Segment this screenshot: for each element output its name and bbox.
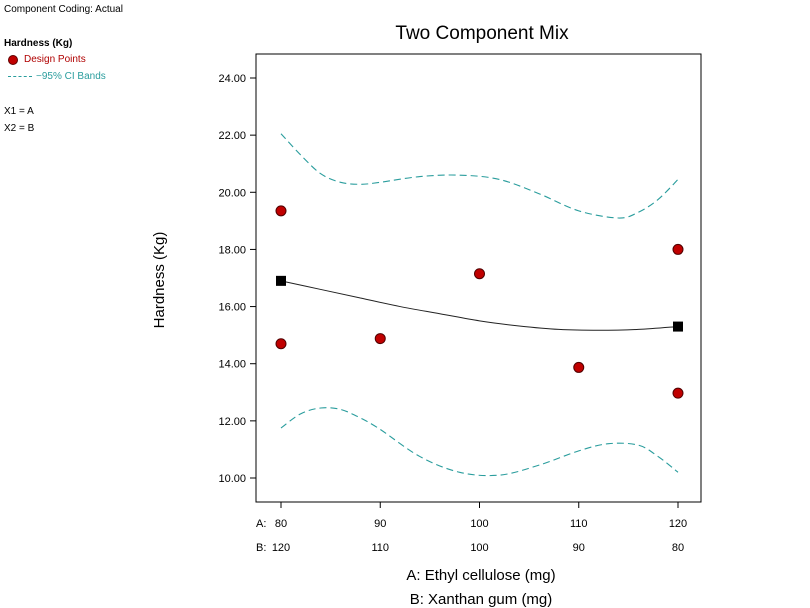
legend-design-points: Design Points — [8, 54, 86, 65]
b-tick-prefix: B: — [256, 542, 266, 554]
component-coding-label: Component Coding: Actual — [4, 4, 123, 15]
x-tick-label-a: 110 — [570, 518, 588, 530]
ci-upper-band — [280, 133, 679, 219]
y-tick-label: 20.00 — [218, 187, 246, 199]
design-point — [275, 338, 287, 350]
x-tick-label-b: 120 — [272, 542, 290, 554]
y-tick-label: 24.00 — [218, 73, 246, 85]
x2-mapping: X2 = B — [4, 123, 35, 134]
design-point — [474, 268, 485, 280]
x-tick-label-b: 80 — [672, 542, 684, 554]
y-axis: 10.00 12.00 14.00 16.00 18.00 20.00 22.00 24.00 — [218, 73, 256, 485]
design-point-marker-icon — [8, 54, 18, 65]
design-point — [672, 243, 684, 255]
design-point — [275, 205, 287, 217]
ci-bands — [280, 133, 679, 477]
y-tick-label: 22.00 — [218, 130, 246, 142]
legend-title: Hardness (Kg) — [4, 38, 73, 49]
ci-lower-band — [280, 407, 679, 477]
dashed-line-icon — [8, 76, 32, 77]
plot-frame — [255, 53, 702, 503]
y-tick-label: 10.00 — [218, 473, 246, 485]
y-tick-label: 18.00 — [218, 244, 246, 256]
legend-ci-bands: −95% CI Bands — [8, 71, 106, 82]
y-tick-label: 14.00 — [218, 359, 246, 371]
x-tick-label-a: 90 — [374, 518, 386, 530]
endpoint-marker — [673, 321, 683, 332]
design-point — [672, 387, 684, 399]
x-tick-label-a: 80 — [275, 518, 287, 530]
design-points — [275, 205, 684, 399]
a-tick-prefix: A: — [256, 518, 266, 530]
x-tick-label-a: 120 — [669, 518, 687, 530]
fit-line — [280, 280, 679, 331]
x-axis-label-a: A: Ethyl cellulose (mg) — [406, 567, 555, 584]
chart-title: Two Component Mix — [395, 23, 569, 44]
y-tick-label: 16.00 — [218, 302, 246, 314]
y-axis-label: Hardness (Kg) — [151, 232, 168, 329]
fit-line-group — [276, 275, 683, 332]
x-axis-label-b: B: Xanthan gum (mg) — [410, 591, 553, 608]
x-tick-label-a: 100 — [470, 518, 488, 530]
x-axis: 80 120 90 110 100 100 110 90 120 80 A: B: — [256, 502, 687, 554]
legend-design-points-label: Design Points — [24, 54, 86, 65]
legend-ci-bands-label: −95% CI Bands — [36, 71, 106, 82]
x-tick-label-b: 100 — [470, 542, 488, 554]
x1-mapping: X1 = A — [4, 106, 34, 117]
design-point — [573, 361, 585, 373]
endpoint-marker — [276, 275, 286, 286]
x-tick-label-b: 90 — [573, 542, 585, 554]
y-tick-label: 12.00 — [218, 416, 246, 428]
x-tick-label-b: 110 — [371, 542, 389, 554]
design-point — [374, 333, 386, 345]
